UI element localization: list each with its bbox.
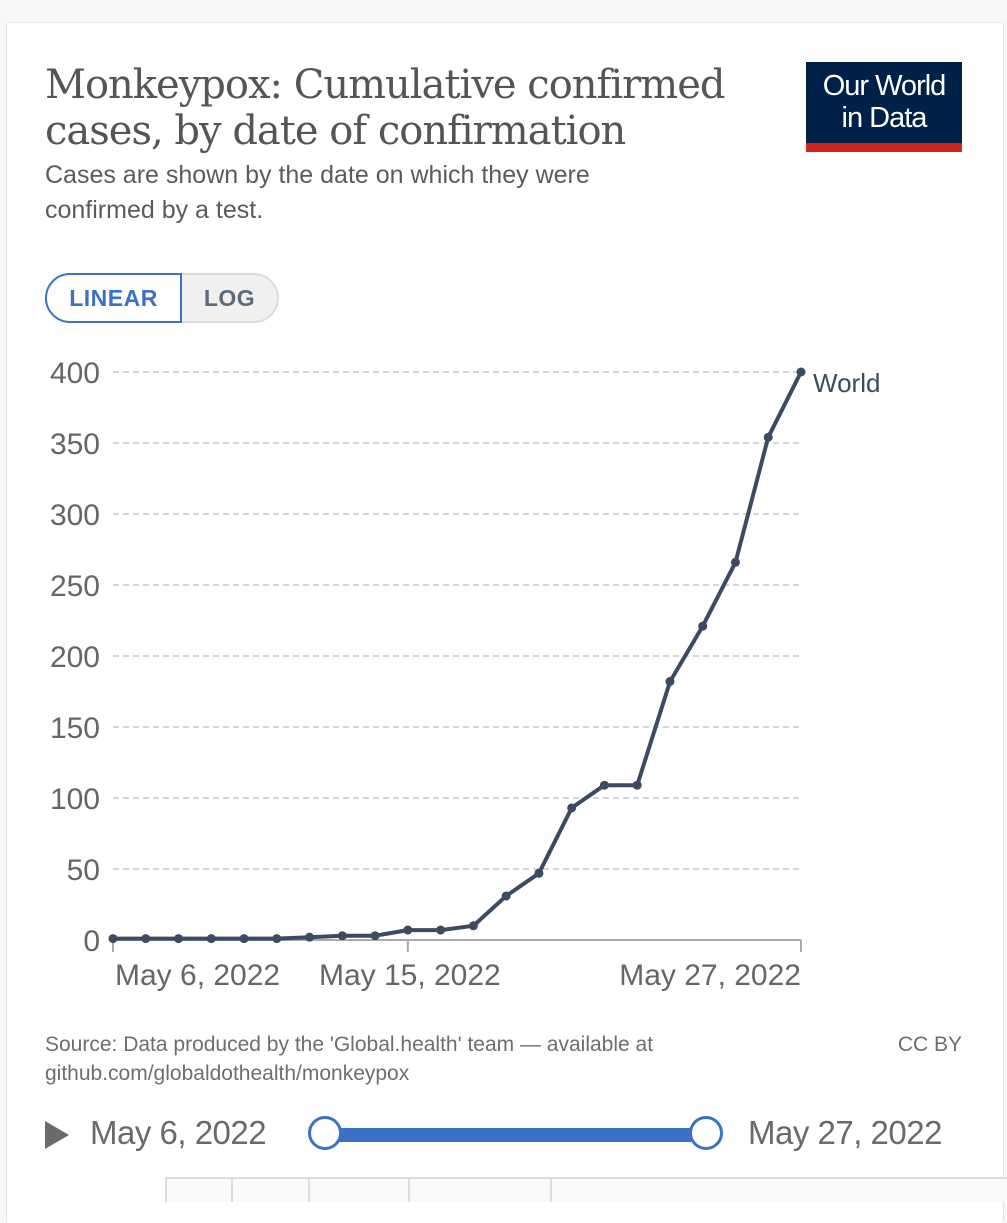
data-point [730, 557, 740, 567]
owid-logo[interactable]: Our World in Data [806, 62, 962, 152]
y-tick-label: 200 [50, 641, 100, 674]
timeline-track[interactable] [325, 1128, 705, 1142]
data-point [567, 803, 577, 813]
bottom-tab-strip [165, 1177, 1007, 1202]
y-tick-label: 400 [50, 357, 100, 390]
x-axis: May 6, 2022 May 15, 2022 May 27, 2022 [112, 939, 802, 992]
scale-toggle: LINEAR LOG [45, 273, 279, 323]
data-point [337, 931, 347, 941]
source-note: Source: Data produced by the 'Global.hea… [45, 1033, 654, 1085]
data-point [599, 780, 609, 790]
timeline-start-handle[interactable] [308, 1116, 342, 1150]
tab-placeholder[interactable] [550, 1179, 1007, 1202]
y-axis: 0 50 100 150 200 250 300 350 400 [50, 357, 100, 958]
log-scale-button[interactable]: LOG [182, 273, 279, 323]
data-point [239, 934, 249, 944]
y-tick-label: 150 [50, 712, 100, 745]
license-link[interactable]: CC BY [897, 1033, 962, 1056]
chart-subtitle: Cases are shown by the date on which the… [45, 161, 590, 224]
x-tick-label: May 15, 2022 [319, 959, 501, 992]
data-point [206, 934, 216, 944]
logo-line-2: in Data [841, 102, 928, 134]
timeline-end-handle[interactable] [689, 1116, 723, 1150]
data-point [305, 932, 315, 942]
data-point [468, 921, 478, 931]
y-tick-label: 350 [50, 428, 100, 461]
data-points [108, 367, 806, 944]
logo-accent-bar [806, 143, 962, 152]
data-point [272, 934, 282, 944]
data-point [108, 934, 118, 944]
linear-scale-button[interactable]: LINEAR [45, 273, 182, 323]
data-point [403, 925, 413, 935]
data-point [698, 621, 708, 631]
tab-placeholder[interactable] [165, 1179, 231, 1202]
data-point [665, 677, 675, 687]
x-tick-label: May 27, 2022 [619, 959, 801, 992]
data-point [370, 931, 380, 941]
timeline-slider: May 6, 2022 May 27, 2022 [0, 1110, 1007, 1160]
y-tick-label: 50 [67, 854, 100, 887]
data-point [174, 934, 184, 944]
gridlines [113, 371, 801, 870]
tab-placeholder[interactable] [231, 1179, 308, 1202]
y-tick-label: 300 [50, 499, 100, 532]
chart-title: Monkeypox: Cumulative confirmed cases, b… [45, 62, 725, 154]
data-point [796, 367, 806, 377]
timeline-end-label: May 27, 2022 [748, 1114, 942, 1151]
x-tick-label: May 6, 2022 [115, 959, 280, 992]
data-point [763, 432, 773, 442]
y-tick-label: 0 [83, 925, 100, 958]
data-point [534, 868, 544, 878]
play-icon[interactable] [45, 1121, 69, 1149]
data-point [501, 891, 511, 901]
data-point [436, 925, 446, 935]
y-tick-label: 100 [50, 783, 100, 816]
series-label-world: World [813, 368, 880, 398]
tab-placeholder[interactable] [408, 1179, 550, 1202]
logo-line-1: Our World [822, 70, 947, 102]
y-tick-label: 250 [50, 570, 100, 603]
data-point [141, 934, 151, 944]
timeline-start-label: May 6, 2022 [90, 1114, 267, 1151]
data-point [632, 780, 642, 790]
series-line-world [113, 371, 803, 941]
tab-placeholder[interactable] [308, 1179, 408, 1202]
chart-card [6, 22, 1004, 1223]
